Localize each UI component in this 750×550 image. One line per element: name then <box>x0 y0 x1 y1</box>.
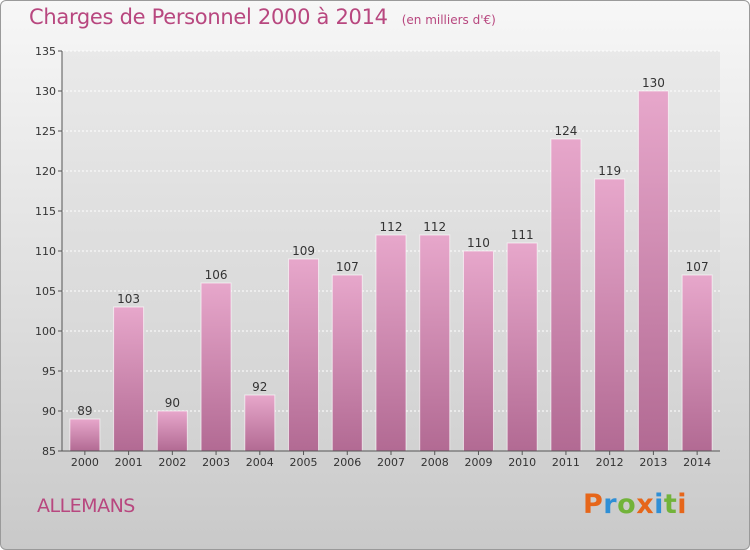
bar-value-label: 106 <box>205 268 228 282</box>
bar <box>70 419 100 451</box>
bar <box>507 243 537 451</box>
x-tick-label: 2007 <box>377 456 405 469</box>
bar-value-label: 111 <box>511 228 534 242</box>
bar-value-label: 124 <box>554 124 577 138</box>
bar-value-label: 90 <box>165 396 180 410</box>
bar <box>682 275 712 451</box>
x-tick-label: 2010 <box>508 456 536 469</box>
bar-value-label: 89 <box>77 404 92 418</box>
bar <box>420 235 450 451</box>
bar <box>376 235 406 451</box>
bar <box>157 411 187 451</box>
bar <box>595 179 625 451</box>
bar <box>289 259 319 451</box>
y-tick-label: 110 <box>35 245 56 258</box>
x-tick-label: 2000 <box>71 456 99 469</box>
bar <box>332 275 362 451</box>
bar <box>114 307 144 451</box>
x-tick-label: 2009 <box>464 456 492 469</box>
commune-name: ALLEMANS <box>37 495 135 517</box>
bar-value-label: 92 <box>252 380 267 394</box>
bar <box>245 395 275 451</box>
x-tick-label: 2002 <box>158 456 186 469</box>
y-tick-label: 120 <box>35 165 56 178</box>
x-tick-label: 2006 <box>333 456 361 469</box>
x-tick-label: 2013 <box>639 456 667 469</box>
bar <box>201 283 231 451</box>
y-tick-label: 135 <box>35 45 56 58</box>
bar-value-label: 112 <box>423 220 446 234</box>
bar <box>551 139 581 451</box>
y-tick-label: 90 <box>42 405 56 418</box>
y-tick-label: 105 <box>35 285 56 298</box>
bar-value-label: 107 <box>336 260 359 274</box>
bar-value-label: 119 <box>598 164 621 178</box>
y-tick-label: 115 <box>35 205 56 218</box>
x-tick-label: 2012 <box>596 456 624 469</box>
bar-value-label: 103 <box>117 292 140 306</box>
x-tick-label: 2004 <box>246 456 274 469</box>
bar-value-label: 109 <box>292 244 315 258</box>
bar-value-label: 107 <box>686 260 709 274</box>
x-tick-label: 2001 <box>115 456 143 469</box>
y-tick-label: 85 <box>42 445 56 458</box>
bar <box>463 251 493 451</box>
bar-value-label: 110 <box>467 236 490 250</box>
x-tick-label: 2003 <box>202 456 230 469</box>
x-tick-label: 2005 <box>290 456 318 469</box>
bar-value-label: 112 <box>380 220 403 234</box>
y-tick-label: 95 <box>42 365 56 378</box>
x-tick-label: 2008 <box>421 456 449 469</box>
x-tick-label: 2014 <box>683 456 711 469</box>
y-tick-label: 100 <box>35 325 56 338</box>
x-tick-label: 2011 <box>552 456 580 469</box>
bar <box>638 91 668 451</box>
proxiti-logo: Proxiti <box>583 489 687 520</box>
y-tick-label: 125 <box>35 125 56 138</box>
y-tick-label: 130 <box>35 85 56 98</box>
bar-value-label: 130 <box>642 76 665 90</box>
